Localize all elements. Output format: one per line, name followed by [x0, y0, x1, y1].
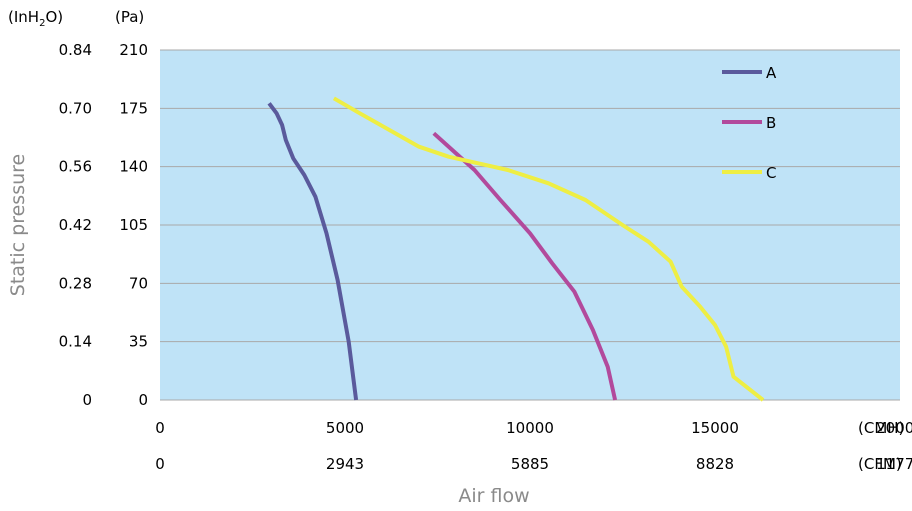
y-tick-label-inh2o: 0.42: [59, 216, 92, 234]
y-unit-pa: (Pa): [115, 8, 144, 26]
legend-label-c: C: [766, 164, 776, 182]
y-ticks-inh2o: 0 0.14 0.28 0.42 0.56 0.70 0.84: [59, 41, 92, 409]
y-axis-title: Static pressure: [7, 154, 29, 296]
x-ticks-cfm: 0 2943 5885 8828 11770: [155, 455, 912, 473]
gridlines: [160, 49, 900, 401]
legend-label-a: A: [766, 64, 777, 82]
x-tick-label-cfm: 11770: [876, 455, 912, 473]
x-tick-label-cmh: 15000: [691, 419, 739, 437]
y-tick-label-pa: 0: [138, 391, 148, 409]
y-ticks-pa: 0 35 70 105 140 175 210: [119, 41, 148, 409]
series-layer: [267, 96, 765, 402]
y-tick-label-inh2o: 0.70: [59, 99, 92, 117]
y-tick-label-pa: 140: [119, 158, 148, 176]
y-tick-label-pa: 35: [129, 333, 148, 351]
x-axis-title: Air flow: [458, 485, 529, 507]
x-tick-label-cfm: 5885: [511, 455, 549, 473]
y-tick-label-pa: 210: [119, 41, 148, 59]
legend: A B C: [722, 64, 777, 182]
y-tick-label-inh2o: 0: [82, 391, 92, 409]
y-tick-label-pa: 105: [119, 216, 148, 234]
x-tick-label-cfm: 0: [155, 455, 165, 473]
y-tick-label-pa: 175: [119, 99, 148, 117]
x-tick-label-cmh: 5000: [326, 419, 364, 437]
x-tick-label-cmh: 0: [155, 419, 165, 437]
x-tick-label-cfm: 2943: [326, 455, 364, 473]
series-line-c: [332, 96, 765, 402]
y-tick-label-inh2o: 0.14: [59, 333, 92, 351]
x-unit-cfm: (CFM): [858, 455, 902, 473]
x-tick-label-cfm: 8828: [696, 455, 734, 473]
y-tick-label-inh2o: 0.84: [59, 41, 92, 59]
x-unit-cmh: (CMH): [858, 419, 904, 437]
legend-label-b: B: [766, 114, 776, 132]
y-unit-inh2o: (InH2O): [8, 8, 63, 29]
x-tick-label-cmh: 10000: [506, 419, 554, 437]
y-tick-label-inh2o: 0.28: [59, 274, 92, 292]
series-line-a: [267, 102, 359, 401]
y-tick-label-pa: 70: [129, 274, 148, 292]
y-tick-label-inh2o: 0.56: [59, 158, 92, 176]
